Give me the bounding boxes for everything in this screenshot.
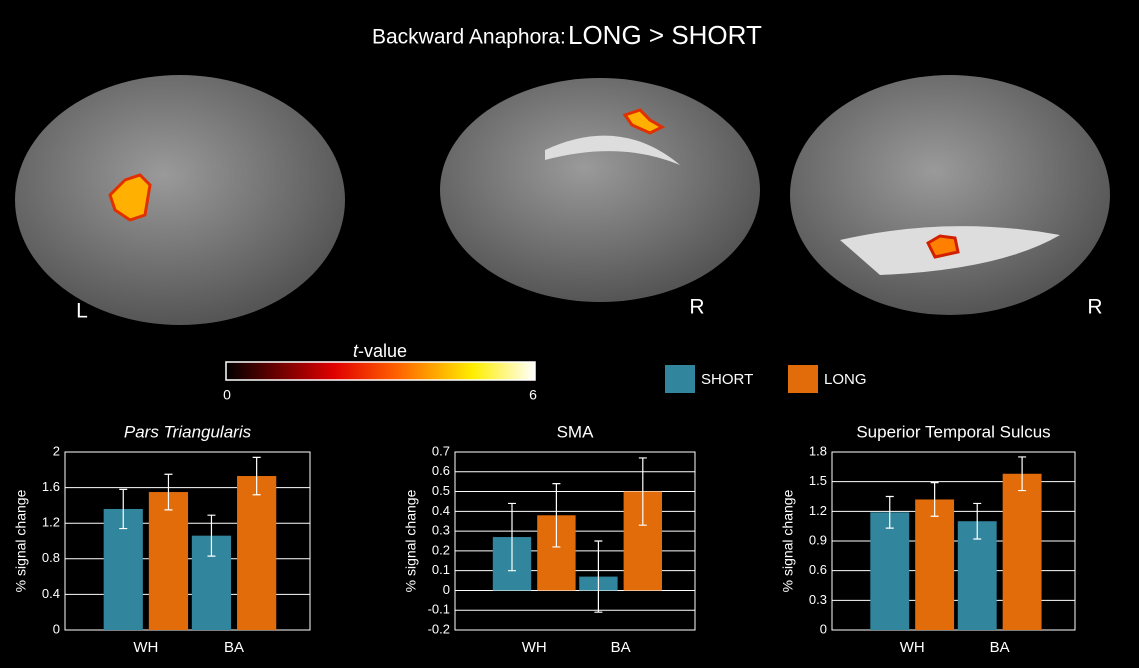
activation — [926, 234, 960, 259]
x-tick-label: BA — [224, 639, 244, 656]
y-tick-label: 0 — [53, 621, 60, 636]
y-tick-label: 0.6 — [809, 562, 827, 577]
legend-label: LONG — [824, 371, 867, 388]
colorbar-label: t-value — [353, 341, 407, 361]
y-tick-label: 0.7 — [432, 443, 450, 458]
colorbar-tick: 0 — [223, 387, 231, 403]
x-tick-label: BA — [990, 639, 1010, 656]
y-tick-label: -0.1 — [428, 602, 450, 617]
y-tick-label: 0.1 — [432, 562, 450, 577]
hemisphere-label: L — [76, 300, 88, 323]
legend-label: SHORT — [701, 371, 753, 388]
bar — [1002, 473, 1042, 630]
y-tick-label: 0.9 — [809, 532, 827, 547]
y-tick-label: 0.6 — [432, 463, 450, 478]
bar — [237, 476, 277, 630]
activation — [622, 108, 666, 135]
colorbar — [225, 361, 536, 381]
chart-title: SMA — [557, 422, 595, 441]
error-bar — [508, 502, 516, 572]
error-bar — [1018, 456, 1027, 492]
y-tick-label: 0 — [820, 621, 827, 636]
y-tick-label: 0.3 — [809, 592, 827, 607]
activation — [108, 173, 152, 222]
error-bar — [252, 456, 261, 496]
y-tick-label: 1.2 — [809, 503, 827, 518]
y-tick-label: 0.2 — [432, 542, 450, 557]
brain-right — [790, 75, 1110, 315]
y-tick-label: 0 — [443, 582, 450, 597]
title-contrast: LONG > SHORT — [568, 20, 762, 50]
error-bar — [973, 502, 982, 540]
legend-swatch — [665, 365, 695, 393]
error-bar — [164, 473, 173, 511]
x-tick-label: WH — [900, 639, 925, 656]
chart-title: Superior Temporal Sulcus — [856, 422, 1050, 441]
brain-left — [15, 75, 345, 325]
error-bar — [119, 488, 128, 530]
x-tick-label: WH — [522, 639, 547, 656]
error-bar — [552, 483, 561, 548]
error-bar — [638, 457, 647, 526]
colorbar-label-t: t — [353, 341, 359, 361]
y-axis-label: % signal change — [13, 489, 29, 592]
y-tick-label: 1.2 — [42, 515, 60, 530]
hemisphere-label: R — [689, 296, 704, 319]
y-tick-label: 0.3 — [432, 523, 450, 538]
corpus-callosum — [545, 135, 680, 165]
brain-medial — [440, 78, 760, 302]
y-tick-label: 0.5 — [432, 483, 450, 498]
y-tick-label: -0.2 — [428, 621, 450, 636]
y-tick-label: 0.4 — [42, 586, 60, 601]
bar — [148, 492, 189, 630]
error-bar — [885, 495, 894, 529]
y-tick-label: 1.8 — [809, 443, 827, 458]
y-tick-label: 1.6 — [42, 479, 60, 494]
hemisphere-label: R — [1087, 296, 1102, 319]
x-tick-label: WH — [133, 639, 158, 656]
y-axis-label: % signal change — [780, 489, 796, 592]
error-bar — [930, 482, 939, 517]
error-bar — [594, 540, 603, 613]
title-prefix: Backward Anaphora: — [372, 26, 566, 49]
bar — [915, 499, 955, 630]
y-tick-label: 2 — [53, 443, 60, 458]
brain-images — [15, 75, 1110, 325]
x-tick-label: BA — [611, 639, 631, 656]
y-tick-label: 1.5 — [809, 473, 827, 488]
y-tick-label: 0.8 — [42, 550, 60, 565]
chart-title: Pars Triangularis — [124, 422, 252, 441]
plot-frame — [454, 451, 696, 631]
y-axis-label: % signal change — [403, 489, 419, 592]
error-bar — [207, 514, 216, 557]
bar — [870, 512, 910, 630]
colorbar-label-rest: -value — [358, 341, 407, 361]
legend-swatch — [788, 365, 818, 393]
y-tick-label: 0.4 — [432, 503, 450, 518]
colorbar-tick: 6 — [529, 387, 537, 403]
